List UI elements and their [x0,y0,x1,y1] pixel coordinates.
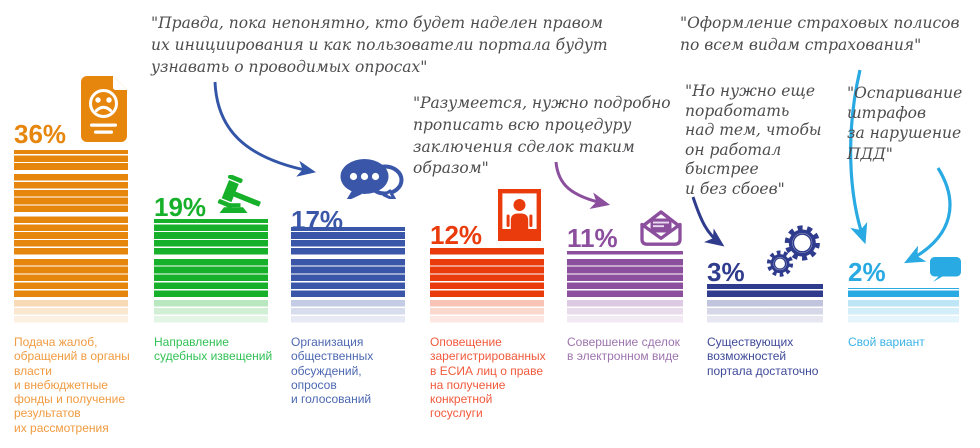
quote-opinion-surveys: "Правда, пока непонятно, кто будет надел… [151,14,608,76]
speech-bubble-icon [930,257,961,282]
quote-deal-procedure: "Разумеется, нужно подробно прописать вс… [413,94,671,178]
percent-label-2: 2% [848,256,886,287]
quote-traffic-fines: "Оспаривание штрафов за нарушение ПДД" [847,84,963,163]
bar-caption-complaints: Подача жалоб, обращений в органы власти … [14,335,130,435]
bar-reflection [291,299,405,323]
bar-reflection [14,299,128,323]
bar-e-deals [567,250,683,297]
bar-reflection [567,299,683,323]
bar-court-notices [154,218,268,297]
bar-own-option [848,287,959,297]
bar-column-complaints: 36% Подача жалоб, обращений в органы вла… [14,0,130,448]
chat-bubbles-icon [340,158,404,199]
gears-icon [767,225,820,277]
bar-caption-discussions: Организация общественных обсуждений, опр… [291,335,374,407]
bar-caption-esia-notice: Оповещение зарегистрированных в ЕСИА лиц… [430,335,546,421]
sad-document-icon [80,75,127,142]
person-frame-icon [498,189,541,241]
bar-column-portal-enough: 3% Существующих возможностей портала дос… [707,0,823,448]
bar-column-e-deals: 11% Совершение сделок в электронном виде [567,0,683,448]
bar-reflection [154,299,268,323]
bar-reflection [430,299,544,323]
open-envelope-icon [640,209,682,246]
bar-caption-court-notices: Направление судебных извещений [154,335,273,364]
bar-reflection [707,299,823,323]
quote-insurance-policies: "Оформление страховых полисов по всем ви… [680,14,960,54]
percent-label-19: 19% [154,192,207,222]
percent-label-36: 36% [14,119,67,149]
bar-caption-own-option: Свой вариант [848,335,925,349]
percent-label-12: 12% [430,219,483,250]
bar-portal-enough [707,283,823,297]
gavel-icon [213,175,265,213]
bar-caption-e-deals: Совершение сделок в электронном виде [567,335,680,364]
bar-column-esia-notice: 12% Оповещение зарегистрированных в ЕСИА… [430,0,546,448]
bar-column-own-option: 2% Свой вариант [848,0,961,448]
bar-esia-notice [430,246,544,297]
bar-complaints [14,149,128,297]
quote-work-faster: "Но нужно еще поработать над тем, чтобы … [685,82,822,198]
bar-column-discussions: 17% Организация общественных обсуждений,… [291,0,405,448]
bar-column-court-notices: 19% Направление судебных извещений [154,0,272,448]
bar-reflection [848,299,959,323]
percent-label-3: 3% [707,257,745,287]
percent-label-11: 11% [567,222,618,253]
bar-discussions [291,226,405,297]
bar-caption-portal-enough: Существующих возможностей портала достат… [707,335,819,378]
